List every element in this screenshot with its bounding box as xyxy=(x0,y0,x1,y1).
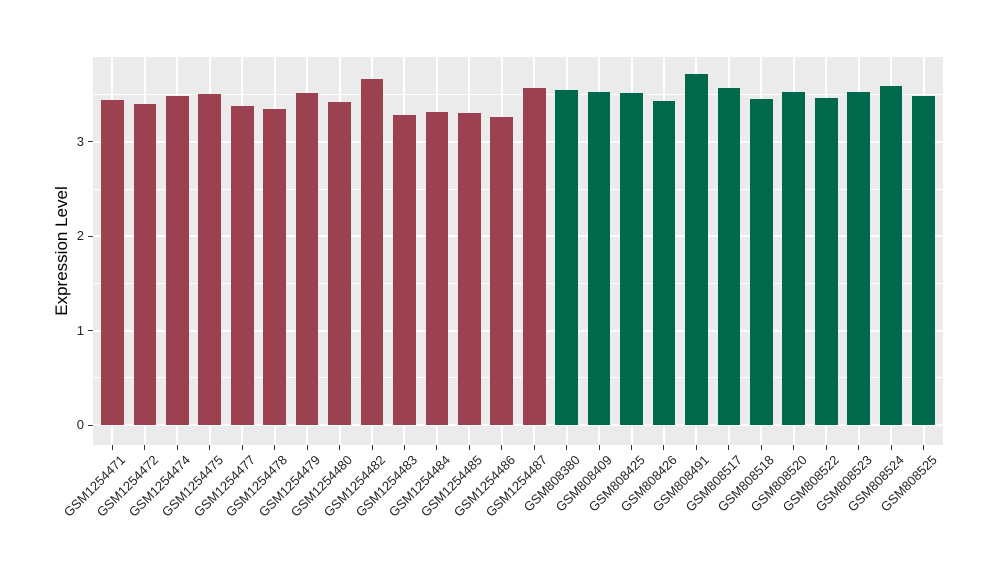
x-axis-tick xyxy=(209,445,211,450)
plot-panel xyxy=(93,57,943,445)
gridline-minor-horizontal xyxy=(93,188,943,190)
x-axis-tick xyxy=(923,445,925,450)
y-axis-tick xyxy=(88,235,93,237)
x-axis-tick xyxy=(631,445,633,450)
gridline-major-horizontal xyxy=(93,329,943,332)
x-axis-tick xyxy=(858,445,860,450)
bar-GSM1254474 xyxy=(166,96,189,425)
bar-GSM808520 xyxy=(782,91,806,425)
x-axis-tick xyxy=(793,445,795,450)
y-tick-label: 3 xyxy=(76,133,84,149)
bar-GSM1254487 xyxy=(522,87,546,425)
x-axis-tick xyxy=(371,445,373,450)
bar-GSM808522 xyxy=(814,98,838,425)
x-axis-tick xyxy=(468,445,470,450)
x-axis-tick xyxy=(111,445,113,450)
x-axis-tick xyxy=(339,445,341,450)
y-tick-label: 1 xyxy=(76,322,84,338)
bar-GSM1254483 xyxy=(393,115,416,425)
x-axis-tick xyxy=(241,445,243,450)
gridline-minor-horizontal xyxy=(93,282,943,284)
bar-GSM808517 xyxy=(717,87,741,425)
bar-GSM808380 xyxy=(555,89,578,425)
bar-GSM808518 xyxy=(749,99,773,425)
bar-GSM808426 xyxy=(652,101,676,425)
bar-GSM1254478 xyxy=(263,108,287,425)
y-axis-tick xyxy=(88,330,93,332)
bar-GSM1254471 xyxy=(101,100,124,425)
bar-GSM1254484 xyxy=(425,111,449,425)
y-tick-label: 2 xyxy=(76,228,84,244)
x-axis-tick xyxy=(306,445,308,450)
x-axis-tick xyxy=(566,445,568,450)
gridline-major-horizontal xyxy=(93,424,943,426)
gridline-major-horizontal xyxy=(93,235,943,238)
bar-GSM1254485 xyxy=(457,113,481,425)
x-axis-tick xyxy=(695,445,697,450)
x-axis-tick xyxy=(274,445,276,450)
gridline-minor-horizontal xyxy=(93,377,943,379)
bar-GSM1254477 xyxy=(230,105,254,425)
x-axis-tick xyxy=(176,445,178,450)
x-axis-tick xyxy=(663,445,665,450)
x-axis-tick xyxy=(533,445,535,450)
y-tick-label: 0 xyxy=(76,417,84,432)
bar-GSM808524 xyxy=(879,86,903,425)
bar-GSM808523 xyxy=(847,91,870,425)
x-axis-tick xyxy=(825,445,827,450)
x-axis-tick xyxy=(890,445,892,450)
bar-GSM808525 xyxy=(912,96,935,425)
gridline-major-horizontal xyxy=(93,140,943,143)
x-axis-tick xyxy=(403,445,405,450)
bar-GSM1254480 xyxy=(328,102,351,425)
x-axis-tick xyxy=(760,445,762,450)
y-axis-tick xyxy=(88,424,93,426)
gridline-minor-horizontal xyxy=(93,94,943,96)
x-axis-tick xyxy=(436,445,438,450)
bar-GSM808491 xyxy=(685,73,708,425)
x-axis-tick xyxy=(728,445,730,450)
bar-GSM1254472 xyxy=(133,104,157,425)
bar-GSM808425 xyxy=(620,92,643,425)
bar-GSM1254475 xyxy=(198,93,222,425)
x-axis-tick xyxy=(144,445,146,450)
x-axis-tick xyxy=(501,445,503,450)
bar-GSM808409 xyxy=(587,91,611,425)
bar-GSM1254482 xyxy=(360,78,384,425)
bar-GSM1254486 xyxy=(490,117,514,425)
x-axis-tick xyxy=(598,445,600,450)
y-axis-tick xyxy=(88,141,93,143)
bar-GSM1254479 xyxy=(295,92,319,425)
